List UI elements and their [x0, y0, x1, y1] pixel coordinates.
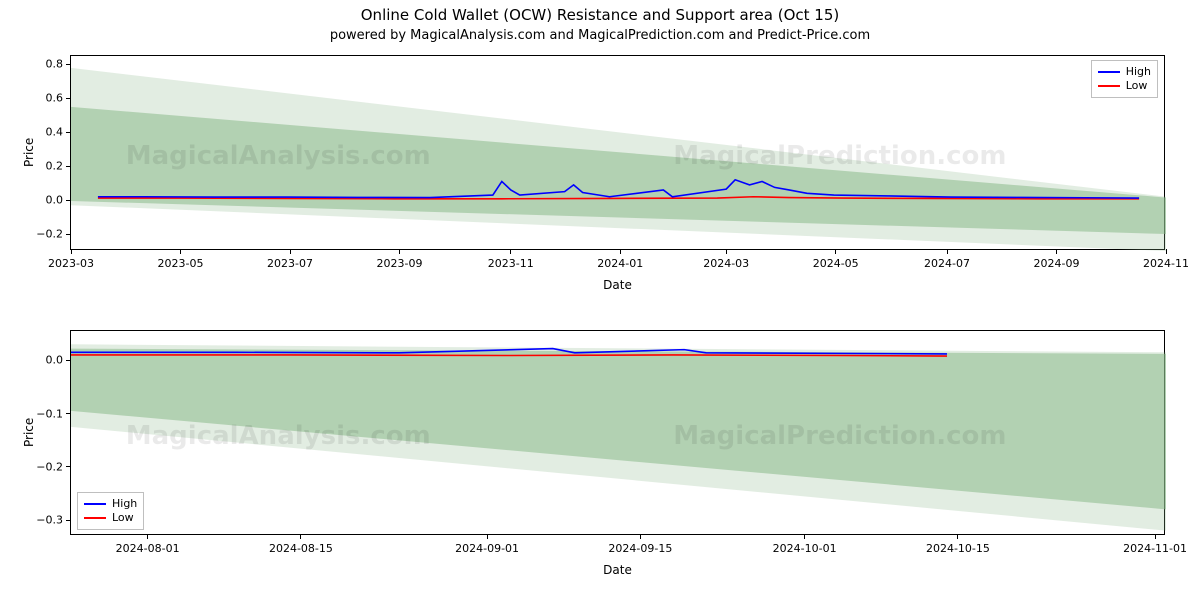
ytick-label: 0.0 [46, 354, 64, 367]
chart-title: Online Cold Wallet (OCW) Resistance and … [0, 6, 1200, 24]
ytick-label: −0.2 [36, 228, 63, 241]
xtick-label: 2024-10-15 [926, 542, 990, 555]
xtick-mark [290, 249, 291, 254]
xtick-label: 2024-11 [1143, 257, 1189, 270]
xtick-mark [804, 534, 805, 539]
ytick-mark [66, 98, 71, 99]
xtick-label: 2024-08-15 [269, 542, 333, 555]
xtick-label: 2024-09-15 [608, 542, 672, 555]
xtick-mark [399, 249, 400, 254]
legend-label: Low [1126, 79, 1148, 93]
plot-svg [71, 56, 1166, 251]
legend-item: Low [84, 511, 137, 525]
bottom-chart: −0.3−0.2−0.10.02024-08-012024-08-152024-… [70, 330, 1165, 535]
xtick-label: 2024-05 [813, 257, 859, 270]
ytick-mark [66, 200, 71, 201]
xtick-label: 2024-09-01 [455, 542, 519, 555]
xtick-label: 2024-01 [597, 257, 643, 270]
xtick-mark [71, 249, 72, 254]
y-axis-label: Price [22, 417, 36, 446]
xtick-mark [1155, 534, 1156, 539]
ytick-label: 0.0 [46, 194, 64, 207]
legend-label: High [112, 497, 137, 511]
xtick-mark [180, 249, 181, 254]
legend-item: High [1098, 65, 1151, 79]
ytick-mark [66, 166, 71, 167]
xtick-label: 2024-10-01 [773, 542, 837, 555]
xtick-mark [147, 534, 148, 539]
xtick-mark [300, 534, 301, 539]
ytick-label: −0.1 [36, 407, 63, 420]
xtick-label: 2023-11 [488, 257, 534, 270]
xtick-label: 2024-11-01 [1123, 542, 1187, 555]
ytick-label: 0.6 [46, 92, 64, 105]
xtick-mark [947, 249, 948, 254]
legend-swatch [84, 517, 106, 519]
xtick-mark [640, 534, 641, 539]
xtick-label: 2024-07 [924, 257, 970, 270]
xtick-label: 2024-03 [703, 257, 749, 270]
ytick-mark [66, 413, 71, 414]
xtick-mark [957, 534, 958, 539]
legend: HighLow [77, 492, 144, 530]
ytick-label: 0.8 [46, 58, 64, 71]
ytick-mark [66, 132, 71, 133]
legend-item: Low [1098, 79, 1151, 93]
xtick-label: 2023-07 [267, 257, 313, 270]
xtick-mark [835, 249, 836, 254]
xtick-mark [726, 249, 727, 254]
legend-item: High [84, 497, 137, 511]
xtick-mark [1166, 249, 1167, 254]
legend-swatch [1098, 71, 1120, 73]
ytick-label: 0.2 [46, 160, 64, 173]
xtick-mark [510, 249, 511, 254]
ytick-mark [66, 520, 71, 521]
xtick-label: 2023-05 [158, 257, 204, 270]
ytick-label: −0.2 [36, 460, 63, 473]
chart-subtitle: powered by MagicalAnalysis.com and Magic… [0, 28, 1200, 43]
legend-swatch [84, 503, 106, 505]
xtick-mark [487, 534, 488, 539]
xtick-mark [1056, 249, 1057, 254]
ytick-mark [66, 234, 71, 235]
ytick-label: −0.3 [36, 514, 63, 527]
ytick-mark [66, 360, 71, 361]
x-axis-label: Date [70, 278, 1165, 292]
legend: HighLow [1091, 60, 1158, 98]
ytick-mark [66, 64, 71, 65]
ytick-mark [66, 466, 71, 467]
xtick-mark [620, 249, 621, 254]
plot-svg [71, 331, 1166, 536]
legend-swatch [1098, 85, 1120, 87]
legend-label: Low [112, 511, 134, 525]
ytick-label: 0.4 [46, 126, 64, 139]
x-axis-label: Date [70, 563, 1165, 577]
top-chart: −0.20.00.20.40.60.82023-032023-052023-07… [70, 55, 1165, 250]
support-resistance-band-inner [71, 107, 1166, 234]
legend-label: High [1126, 65, 1151, 79]
xtick-label: 2024-09 [1034, 257, 1080, 270]
xtick-label: 2023-09 [377, 257, 423, 270]
y-axis-label: Price [22, 137, 36, 166]
xtick-label: 2024-08-01 [116, 542, 180, 555]
xtick-label: 2023-03 [48, 257, 94, 270]
